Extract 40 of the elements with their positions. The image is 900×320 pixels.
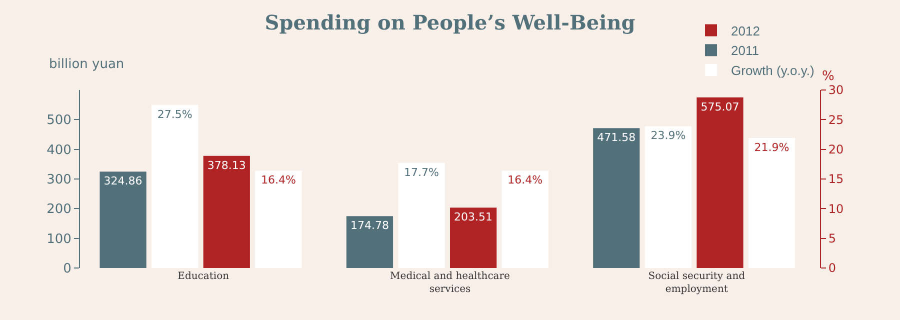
data-label: 471.58 <box>597 131 636 144</box>
y-tick-label: 0 <box>63 262 72 277</box>
data-label: 324.86 <box>104 174 142 188</box>
data-label: 378.13 <box>207 158 246 172</box>
y-tick-label: 100 <box>46 232 72 247</box>
y-axis-title: billion yuan <box>49 57 124 72</box>
bar <box>696 97 744 268</box>
data-label: 21.9% <box>754 141 790 154</box>
bar <box>100 172 146 268</box>
y-tick-label: 500 <box>46 113 72 128</box>
bar <box>450 208 497 268</box>
data-label: 203.51 <box>454 210 493 224</box>
legend-label: Growth (y.o.y.) <box>731 63 814 78</box>
y2-tick-label: 10 <box>828 202 844 216</box>
y2-tick-label: 5 <box>828 232 836 246</box>
data-label: 575.07 <box>700 100 740 114</box>
bar <box>346 216 394 268</box>
y2-tick-label: 15 <box>828 172 844 186</box>
bar <box>593 128 640 268</box>
data-label: 16.4% <box>508 174 543 187</box>
legend-label: 2011 <box>731 43 759 58</box>
y2-tick-label: 20 <box>828 142 844 157</box>
data-label: 16.4% <box>260 174 296 187</box>
legend-label: 2012 <box>731 23 760 38</box>
x-tick-label: Social security and employment <box>648 271 746 295</box>
data-label: 23.9% <box>650 129 686 142</box>
y-tick-label: 300 <box>46 172 72 188</box>
y2-tick-label: 0 <box>828 261 836 276</box>
y2-axis-title: % <box>822 69 834 84</box>
y-tick-label: 200 <box>46 202 72 218</box>
bar <box>203 156 250 268</box>
data-label: 174.78 <box>350 219 389 232</box>
chart-title: Spending on People’s Well-Being <box>264 10 636 34</box>
data-label: 17.7% <box>404 166 439 179</box>
y-tick-label: 400 <box>46 142 72 158</box>
data-label: 27.5% <box>157 108 192 121</box>
y2-tick-label: 25 <box>828 112 844 127</box>
x-tick-label: Education <box>178 271 230 282</box>
x-tick-label: Medical and healthcare services <box>390 271 510 295</box>
y2-tick-label: 30 <box>828 83 844 98</box>
